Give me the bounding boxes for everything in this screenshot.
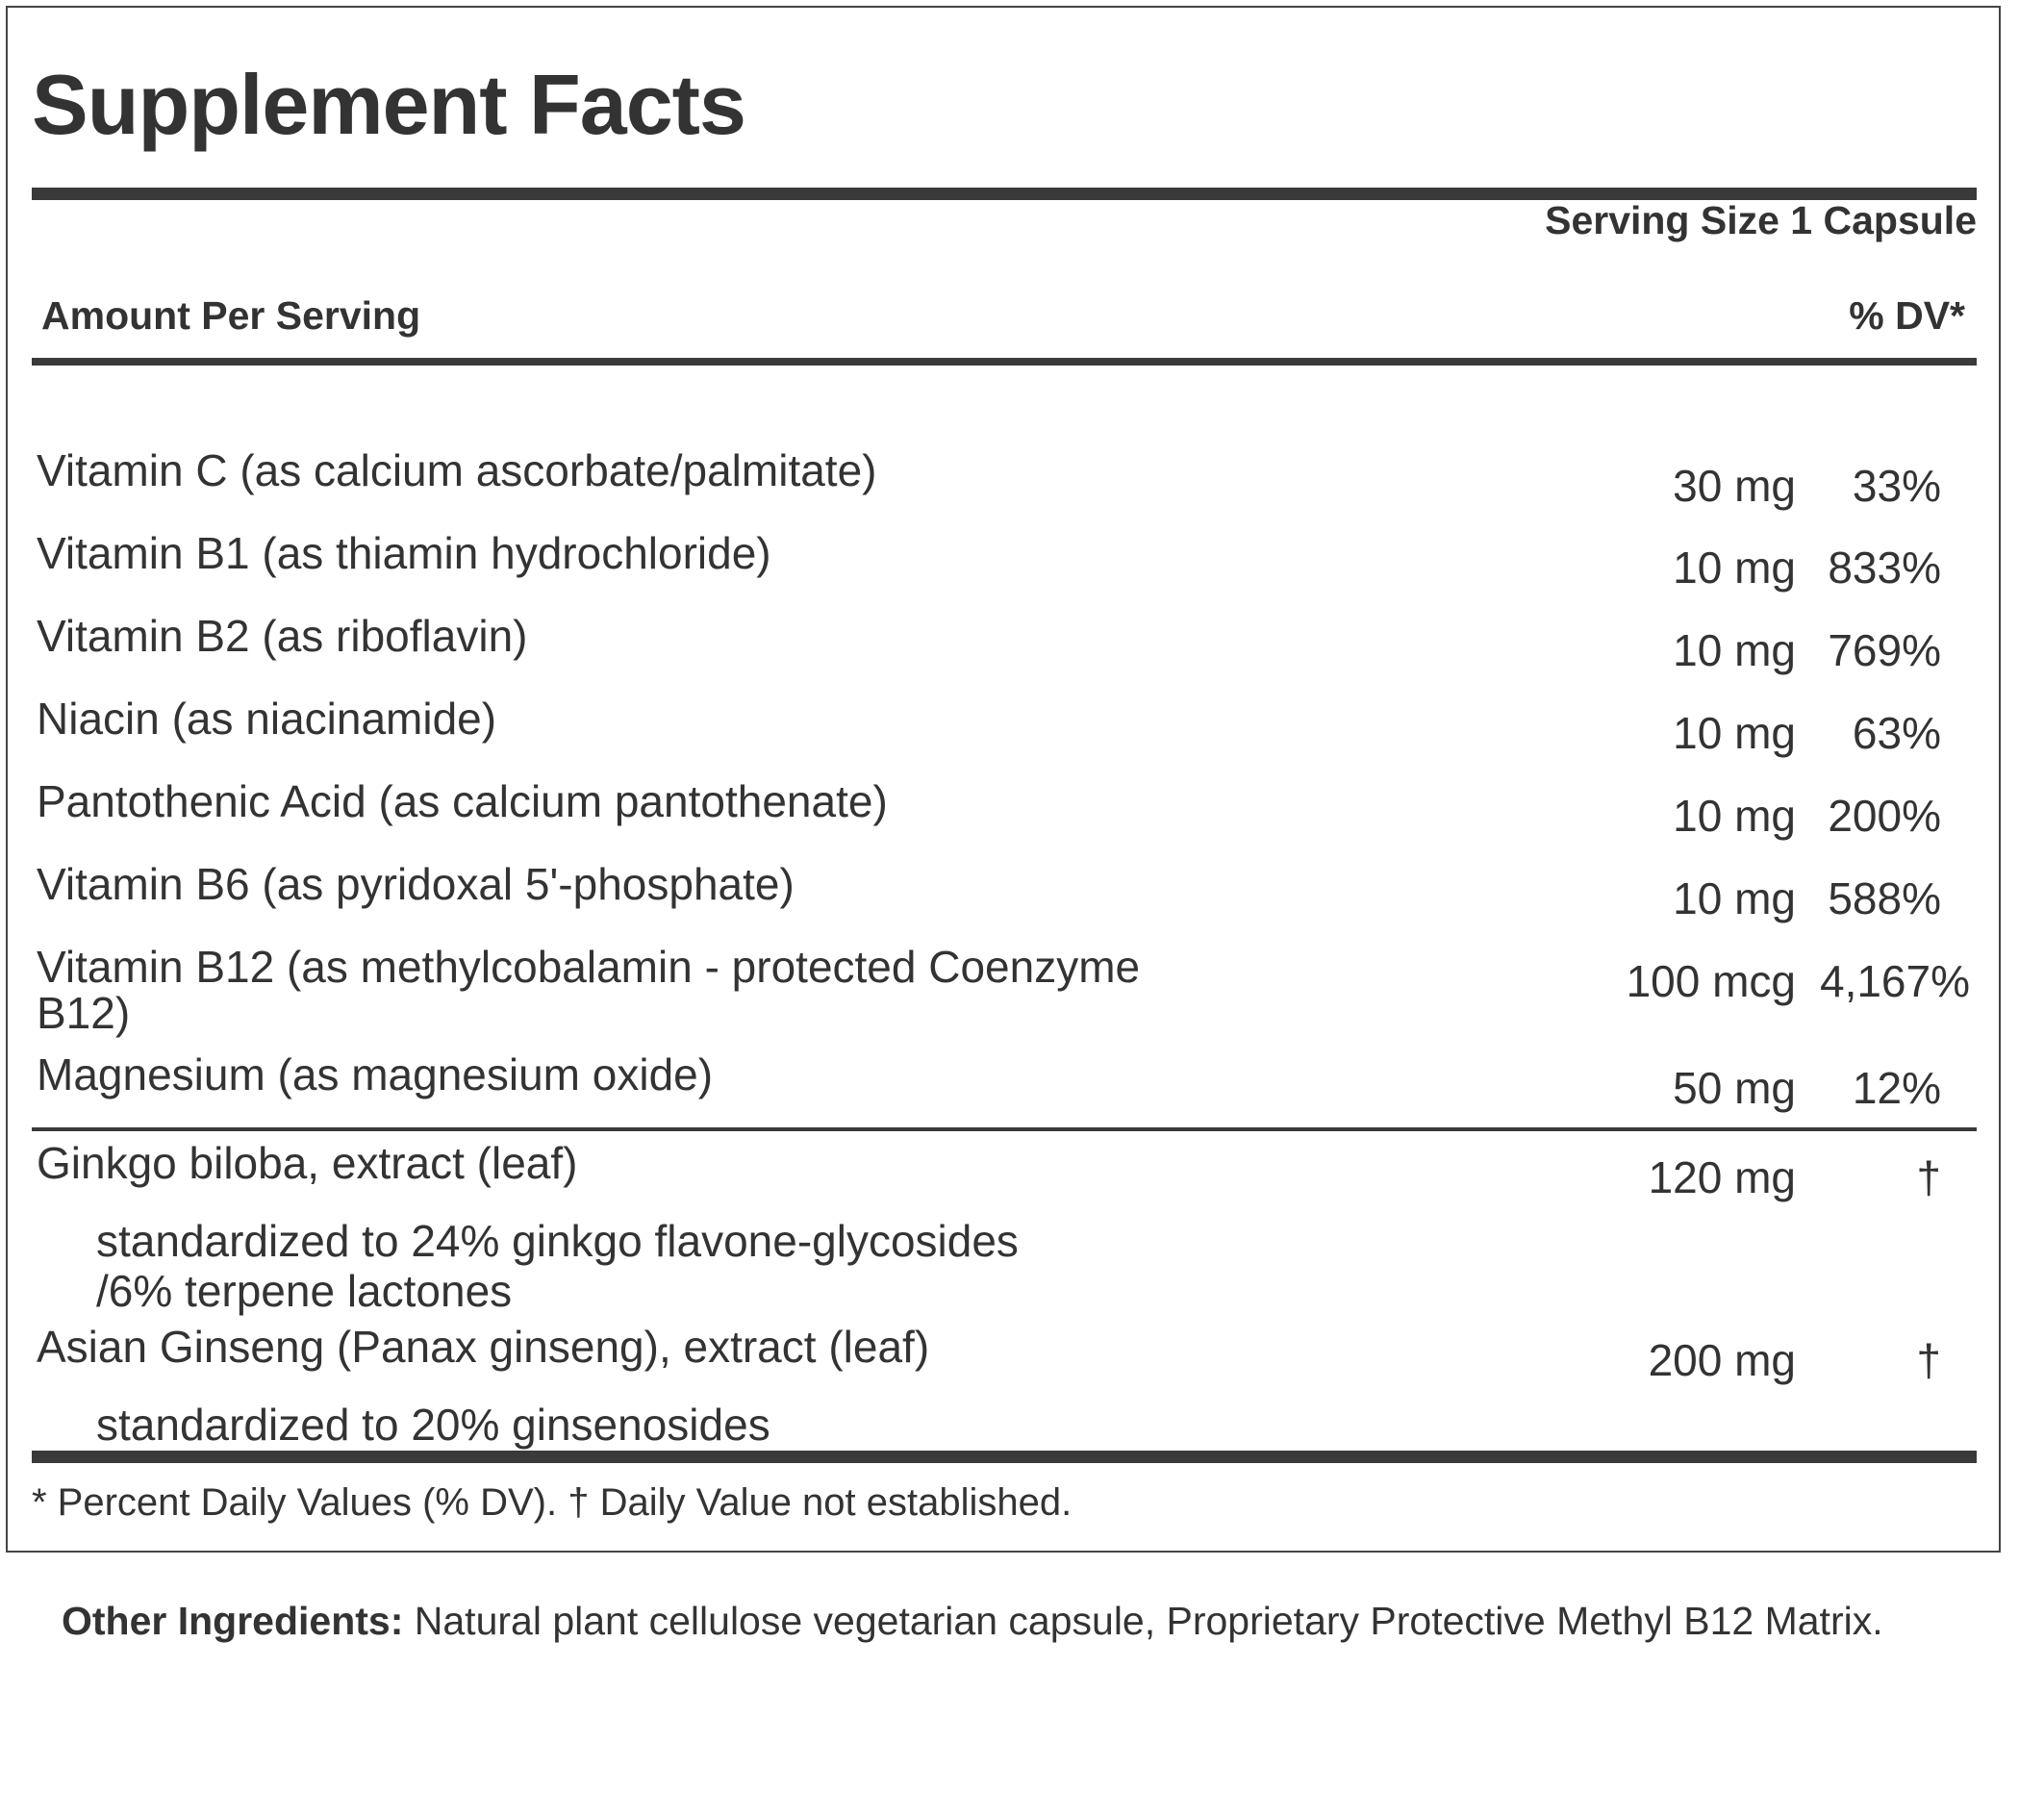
bottom-divider: [32, 1451, 1977, 1463]
nutrient-name: Vitamin B1 (as thiamin hydrochloride): [37, 528, 771, 578]
botanical-standardization: standardized to 24% ginkgo flavone-glyco…: [96, 1216, 1019, 1266]
footnote: * Percent Daily Values (% DV). † Daily V…: [32, 1481, 1072, 1524]
botanical-amount: 200 mg: [1648, 1335, 1796, 1385]
nutrient-name-continued: B12): [37, 988, 131, 1038]
botanical-standardization-continued: /6% terpene lactones: [96, 1266, 513, 1316]
panel-title: Supplement Facts: [32, 57, 746, 152]
nutrient-dv: 833%: [1828, 543, 1941, 593]
nutrient-name: Niacin (as niacinamide): [37, 694, 497, 744]
dv-header: % DV*: [1849, 293, 1965, 338]
botanical-name: Ginkgo biloba, extract (leaf): [37, 1138, 578, 1188]
nutrient-dv: 769%: [1828, 625, 1941, 675]
other-ingredients-text: Natural plant cellulose vegetarian capsu…: [403, 1599, 1883, 1643]
amount-per-serving-header: Amount Per Serving: [41, 293, 421, 338]
nutrient-amount: 10 mg: [1673, 708, 1796, 758]
nutrient-dv: 33%: [1852, 461, 1941, 511]
botanical-dv: †: [1916, 1152, 1941, 1202]
nutrient-name: Vitamin B6 (as pyridoxal 5'-phosphate): [37, 859, 795, 909]
nutrient-dv: 12%: [1852, 1063, 1941, 1113]
nutrient-dv: 4,167%: [1819, 956, 1970, 1006]
nutrient-dv: 200%: [1828, 791, 1941, 841]
nutrient-amount: 50 mg: [1673, 1063, 1796, 1113]
nutrient-name: Vitamin C (as calcium ascorbate/palmitat…: [37, 445, 877, 495]
serving-size: Serving Size 1 Capsule: [1545, 198, 1977, 242]
nutrient-name: Pantothenic Acid (as calcium pantothenat…: [37, 776, 888, 826]
nutrient-dv: 588%: [1828, 873, 1941, 923]
nutrient-name: Magnesium (as magnesium oxide): [37, 1049, 714, 1099]
nutrient-amount: 100 mcg: [1626, 956, 1796, 1006]
botanical-amount: 120 mg: [1648, 1152, 1796, 1202]
nutrient-name: Vitamin B12 (as methylcobalamin - protec…: [37, 942, 1141, 992]
botanical-name: Asian Ginseng (Panax ginseng), extract (…: [37, 1322, 930, 1372]
header-divider: [32, 358, 1977, 366]
nutrient-amount: 10 mg: [1673, 873, 1796, 923]
nutrient-amount: 10 mg: [1673, 625, 1796, 675]
nutrient-amount: 10 mg: [1673, 543, 1796, 593]
nutrient-amount: 10 mg: [1673, 791, 1796, 841]
nutrient-amount: 30 mg: [1673, 461, 1796, 511]
thick-divider: [32, 188, 1977, 200]
botanical-standardization: standardized to 20% ginsenosides: [96, 1400, 770, 1450]
nutrient-name: Vitamin B2 (as riboflavin): [37, 611, 528, 661]
other-ingredients-label: Other Ingredients:: [62, 1599, 404, 1643]
other-ingredients: Other Ingredients: Natural plant cellulo…: [62, 1589, 1966, 1654]
supplement-facts-panel: [6, 6, 2001, 1553]
thin-divider: [32, 1127, 1977, 1131]
nutrient-dv: 63%: [1852, 708, 1941, 758]
botanical-dv: †: [1916, 1335, 1941, 1385]
